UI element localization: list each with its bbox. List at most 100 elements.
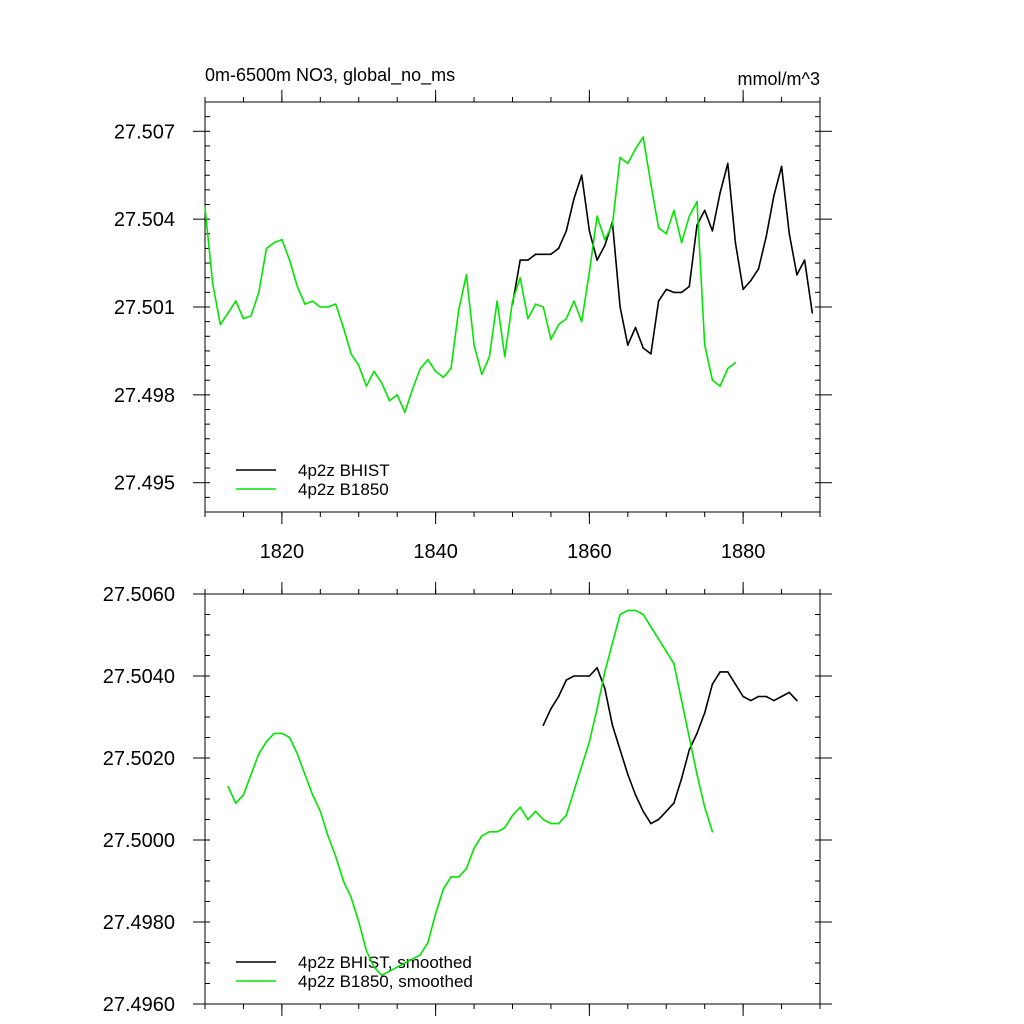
data-point — [803, 259, 806, 261]
y-tick-label: 27.4960 — [103, 994, 175, 1016]
data-point — [796, 273, 798, 276]
data-point — [381, 382, 383, 384]
data-point — [565, 317, 568, 320]
data-point — [642, 810, 644, 813]
data-point — [304, 303, 306, 305]
plot-frame — [204, 593, 821, 1005]
data-point — [673, 662, 675, 665]
data-point — [580, 320, 583, 323]
data-point — [634, 326, 637, 329]
data-point — [634, 148, 637, 150]
data-point — [288, 259, 291, 261]
data-point — [557, 822, 560, 825]
data-point — [696, 200, 698, 203]
data-point — [619, 156, 621, 159]
data-point — [534, 810, 537, 813]
data-point — [450, 367, 452, 370]
data-point — [642, 613, 644, 616]
data-point — [227, 785, 229, 788]
data-point — [603, 244, 606, 247]
legend-label: 4p2z BHIST — [298, 461, 390, 480]
data-point — [796, 699, 798, 702]
data-point — [365, 385, 368, 387]
y-tick-label: 27.504 — [114, 209, 175, 231]
data-point — [404, 962, 406, 964]
data-point — [557, 247, 560, 250]
data-point — [726, 162, 729, 165]
data-point — [565, 679, 568, 681]
data-point — [611, 724, 614, 726]
data-point — [765, 695, 767, 698]
data-point — [211, 282, 214, 285]
data-point — [665, 650, 668, 653]
data-point — [596, 667, 598, 669]
data-point — [519, 276, 521, 279]
data-point — [334, 855, 337, 858]
data-point — [250, 773, 252, 776]
data-point — [588, 740, 591, 743]
data-point — [504, 826, 506, 829]
data-point — [588, 230, 591, 232]
data-point — [596, 215, 598, 218]
data-point — [811, 312, 814, 314]
data-point — [342, 880, 345, 882]
units-label: mmol/m^3 — [738, 69, 820, 89]
data-point — [711, 683, 714, 685]
y-tick-label: 27.501 — [114, 297, 175, 319]
data-point — [773, 699, 775, 702]
data-point — [434, 370, 437, 373]
data-point — [703, 806, 706, 808]
data-point — [350, 896, 352, 899]
data-point — [327, 835, 329, 837]
data-point — [780, 165, 783, 168]
data-point — [511, 300, 514, 302]
data-point — [511, 814, 514, 817]
data-point — [473, 344, 475, 346]
data-point — [603, 687, 606, 690]
data-point — [565, 230, 568, 232]
data-point — [519, 806, 521, 808]
data-point — [480, 373, 483, 376]
data-point — [350, 353, 352, 355]
y-tick-label: 27.5020 — [103, 748, 175, 770]
data-point — [304, 773, 306, 776]
data-point — [557, 323, 560, 326]
data-point — [357, 364, 360, 367]
data-point — [411, 388, 414, 390]
data-point — [504, 355, 506, 358]
data-point — [550, 253, 552, 256]
y-tick-label: 27.495 — [114, 473, 175, 495]
data-point — [273, 732, 275, 735]
data-point — [542, 818, 545, 821]
data-point — [396, 394, 398, 396]
data-point — [596, 708, 598, 710]
data-point — [319, 810, 322, 813]
data-point — [703, 209, 706, 212]
data-point — [642, 347, 644, 349]
y-tick-label: 27.5060 — [103, 584, 175, 606]
data-point — [496, 300, 498, 302]
data-point — [673, 209, 675, 212]
data-point — [434, 913, 437, 915]
data-point — [580, 174, 583, 177]
data-point — [627, 344, 629, 346]
data-point — [365, 949, 368, 952]
data-point — [734, 241, 737, 244]
data-point — [711, 379, 714, 382]
data-point — [457, 309, 460, 311]
data-point — [565, 814, 568, 817]
data-point — [573, 300, 575, 302]
data-point — [665, 232, 668, 235]
x-tick-label: 1860 — [567, 541, 612, 563]
data-point — [742, 695, 744, 698]
data-point — [265, 247, 268, 250]
data-point — [419, 367, 422, 370]
data-point — [242, 794, 245, 796]
data-point — [311, 794, 314, 796]
data-point — [265, 740, 268, 743]
data-point — [465, 867, 468, 870]
data-point — [404, 411, 406, 414]
data-point — [550, 822, 552, 825]
data-point — [219, 323, 222, 326]
